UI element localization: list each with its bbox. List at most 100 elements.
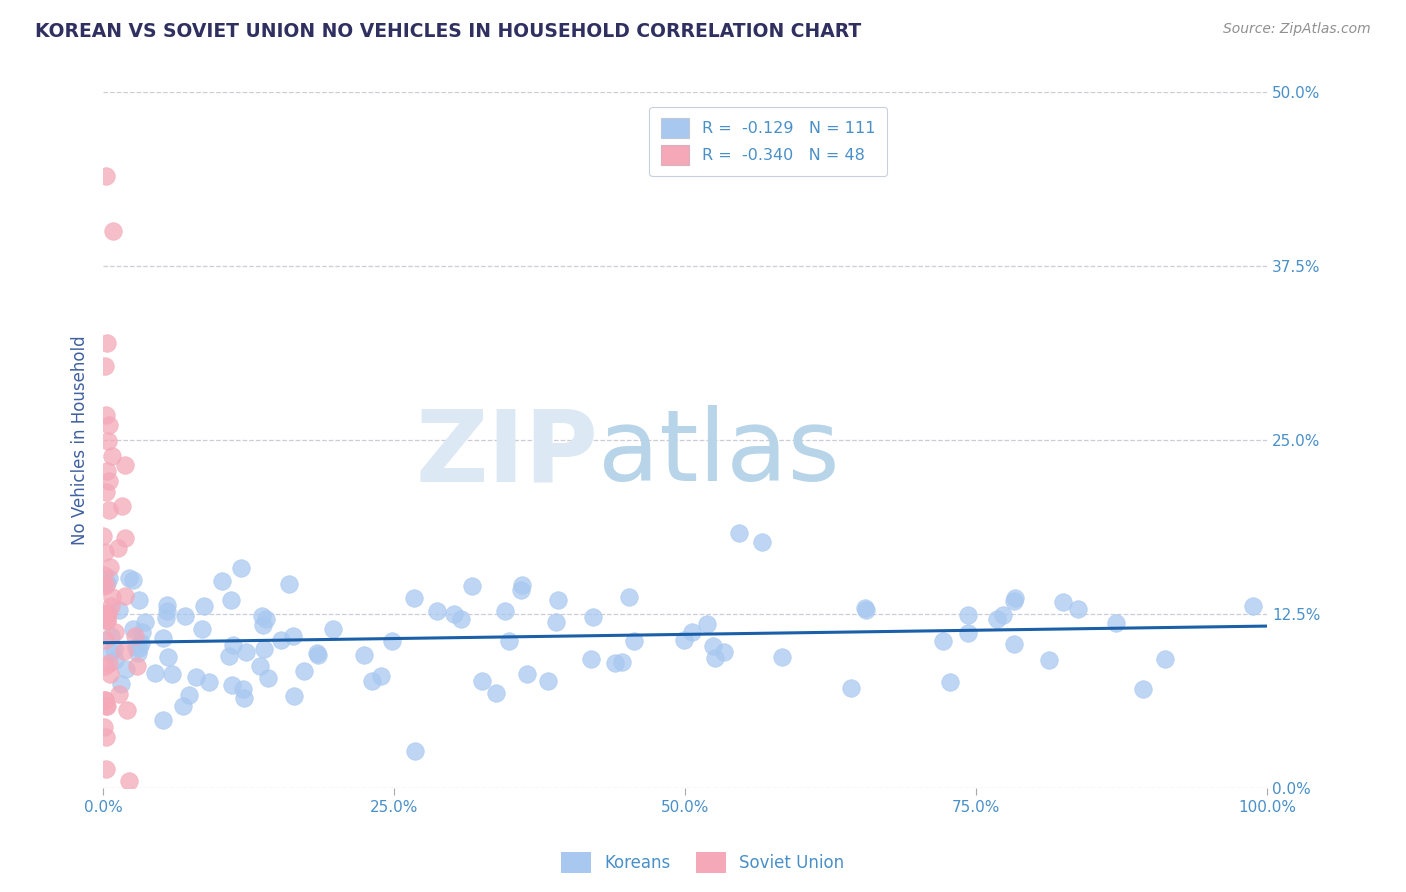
Point (94, 359, 117, 373)
Point (111, 500, 134, 514)
Point (115, 662, 138, 676)
Point (957, 626, 980, 640)
Point (218, 648, 240, 663)
Legend: Koreans, Soviet Union: Koreans, Soviet Union (555, 846, 851, 880)
Point (174, 609, 197, 624)
Point (1004, 591, 1026, 605)
Point (93, 658, 115, 673)
Point (510, 578, 533, 592)
Point (100, 666, 122, 681)
Point (232, 690, 254, 705)
Point (152, 714, 174, 728)
Point (129, 636, 152, 650)
Point (494, 604, 516, 618)
Point (253, 642, 276, 657)
Point (485, 686, 508, 700)
Point (155, 598, 177, 612)
Point (97, 474, 120, 488)
Point (252, 618, 274, 632)
Point (853, 601, 876, 615)
Point (516, 667, 538, 681)
Point (537, 674, 560, 689)
Point (98, 560, 121, 574)
Point (704, 651, 727, 665)
Point (114, 644, 136, 658)
Point (231, 560, 253, 574)
Point (100, 629, 122, 643)
Point (93, 545, 115, 559)
Point (93, 567, 115, 582)
Point (381, 634, 404, 648)
Point (1002, 637, 1025, 651)
Point (211, 574, 233, 588)
Point (278, 577, 301, 591)
Point (728, 526, 751, 541)
Point (221, 592, 243, 607)
Point (96, 606, 118, 620)
Point (179, 689, 201, 703)
Point (96, 613, 118, 627)
Point (108, 687, 131, 701)
Point (193, 599, 215, 613)
Point (128, 641, 150, 656)
Point (156, 604, 179, 618)
Point (114, 458, 136, 472)
Point (1038, 653, 1060, 667)
Point (118, 571, 141, 585)
Point (155, 611, 177, 625)
Text: Source: ZipAtlas.com: Source: ZipAtlas.com (1223, 22, 1371, 37)
Point (443, 607, 465, 621)
Point (97, 417, 120, 432)
Point (96, 484, 118, 499)
Point (547, 593, 569, 607)
Point (986, 612, 1008, 626)
Point (702, 639, 724, 653)
Point (235, 645, 257, 659)
Point (370, 669, 392, 683)
Point (121, 573, 143, 587)
Point (94, 169, 117, 183)
Point (612, 655, 634, 669)
Point (252, 609, 274, 624)
Point (134, 615, 156, 630)
Point (94, 762, 117, 776)
Point (426, 604, 449, 618)
Point (322, 622, 344, 636)
Point (96, 699, 118, 714)
Point (307, 646, 329, 660)
Point (751, 535, 773, 549)
Point (93, 610, 115, 624)
Point (96, 576, 118, 591)
Point (93, 720, 115, 734)
Point (101, 224, 124, 238)
Point (461, 579, 484, 593)
Point (100, 599, 122, 614)
Point (1105, 615, 1128, 630)
Point (103, 641, 125, 656)
Point (1067, 602, 1090, 616)
Point (283, 689, 305, 703)
Point (696, 616, 718, 631)
Point (360, 674, 382, 689)
Point (510, 583, 533, 598)
Point (672, 632, 695, 647)
Point (117, 773, 139, 788)
Point (270, 633, 292, 648)
Point (232, 681, 254, 696)
Point (353, 648, 375, 663)
Point (1002, 594, 1025, 608)
Point (1241, 599, 1264, 613)
Point (124, 629, 146, 643)
Point (404, 591, 426, 605)
Point (939, 675, 962, 690)
Point (839, 681, 862, 695)
Point (101, 591, 124, 605)
Point (1052, 595, 1074, 609)
Point (221, 678, 243, 692)
Point (617, 590, 640, 604)
Point (160, 666, 183, 681)
Point (956, 608, 979, 623)
Point (191, 622, 214, 636)
Point (128, 593, 150, 607)
Point (93, 579, 115, 593)
